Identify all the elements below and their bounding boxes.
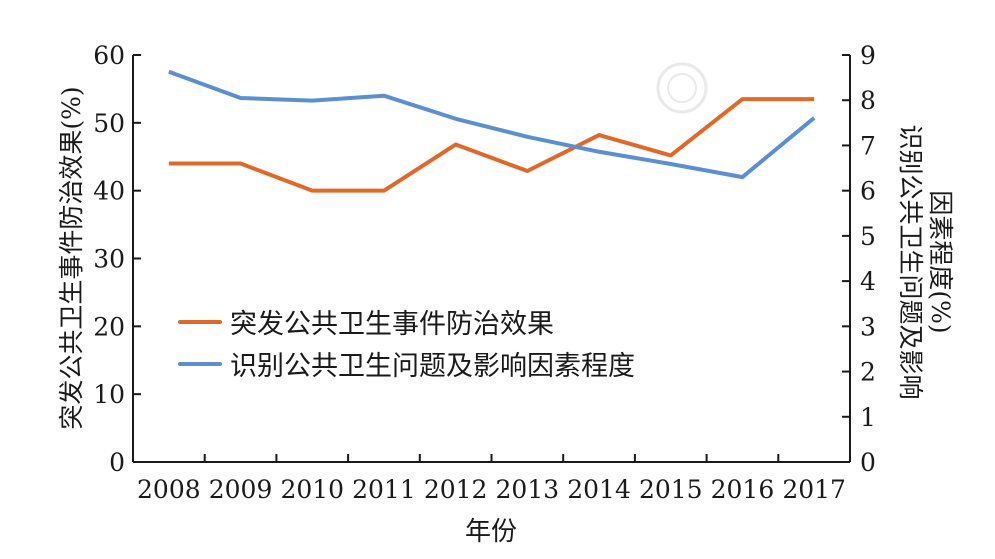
y-left-tick-label: 60 xyxy=(93,41,125,70)
legend: 突发公共卫生事件防治效果 识别公共卫生问题及影响因素程度 xyxy=(178,309,635,382)
x-tick-label: 2017 xyxy=(782,475,846,504)
legend-label-0: 突发公共卫生事件防治效果 xyxy=(230,309,554,340)
x-tick-label: 2010 xyxy=(280,475,344,504)
x-axis-label: 年份 xyxy=(465,517,517,547)
y-left-tick-label: 10 xyxy=(93,380,125,409)
series-line-0 xyxy=(168,97,815,193)
y-right-tick-label: 6 xyxy=(860,177,876,206)
watermark-seal xyxy=(656,62,708,114)
y-left-tick-label: 0 xyxy=(109,448,125,477)
y-axis-left-label: 突发公共卫生事件防治效果(%) xyxy=(57,86,86,429)
x-tick-label: 2014 xyxy=(567,475,631,504)
x-tick-label: 2011 xyxy=(352,475,416,504)
x-tick-label: 2016 xyxy=(711,475,775,504)
y-right-tick-label: 7 xyxy=(860,131,876,160)
x-tick-label: 2015 xyxy=(639,475,703,504)
y-left-tick-label: 50 xyxy=(93,109,125,138)
y-right-tick-label: 8 xyxy=(860,86,876,115)
y-right-tick-label: 4 xyxy=(860,267,876,296)
y-left-tick-label: 30 xyxy=(93,245,125,274)
y-axis-right-label-line1: 识别公共卫生问题及影响 xyxy=(896,124,925,399)
x-tick-label: 2009 xyxy=(209,475,273,504)
y-left-tick-label: 40 xyxy=(93,177,125,206)
y-axis-right-label-line2: 因素程度(%) xyxy=(926,190,955,333)
x-tick-label: 2008 xyxy=(137,475,201,504)
y-right-tick-label: 2 xyxy=(860,358,876,387)
series-line-1 xyxy=(168,69,816,180)
y-left-tick-label: 20 xyxy=(93,312,125,341)
y-right-tick-label: 5 xyxy=(860,222,876,251)
x-tick-label: 2013 xyxy=(496,475,560,504)
x-tick-label: 2012 xyxy=(424,475,488,504)
legend-label-1: 识别公共卫生问题及影响因素程度 xyxy=(230,351,635,382)
y-right-tick-label: 1 xyxy=(860,403,876,432)
y-right-tick-label: 0 xyxy=(860,448,876,477)
y-right-tick-label: 9 xyxy=(860,41,876,70)
y-right-tick-label: 3 xyxy=(860,312,876,341)
